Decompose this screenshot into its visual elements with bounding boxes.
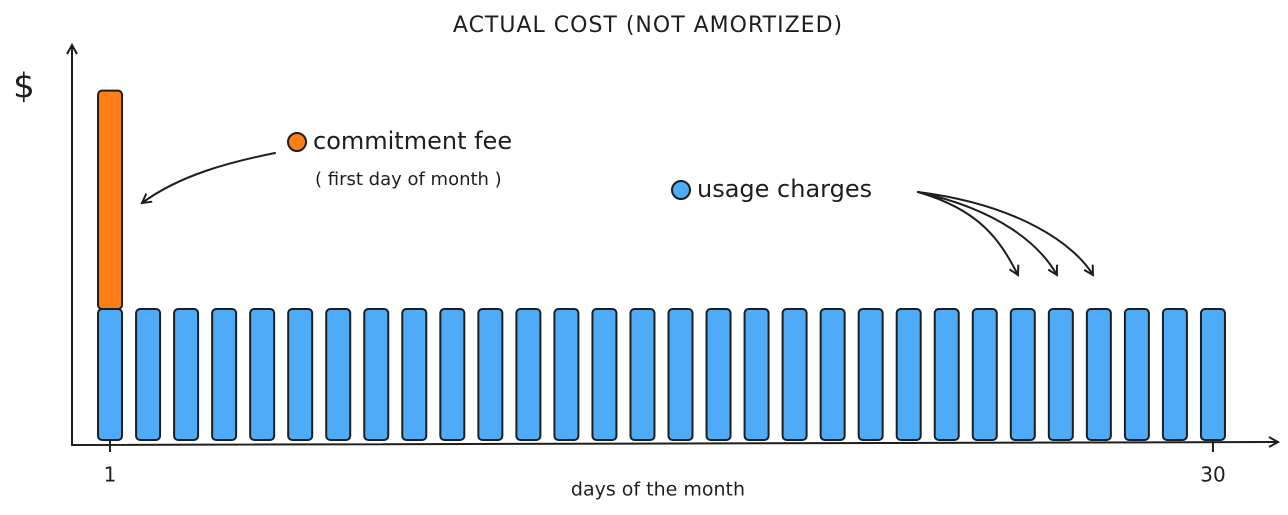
bar: [819, 308, 846, 441]
bar: [325, 308, 352, 441]
bar: [211, 308, 238, 441]
legend-swatch: [671, 180, 691, 200]
bar: [553, 308, 580, 441]
bar: [629, 308, 656, 441]
bar: [1047, 308, 1074, 441]
bar: [401, 308, 428, 441]
bar: [477, 308, 504, 441]
annotation-arrow: [142, 152, 276, 203]
x-tick-label: 30: [1200, 463, 1225, 487]
bar: [363, 308, 390, 441]
chart-title: ACTUAL COST (NOT AMORTIZED): [453, 13, 843, 38]
bar: [97, 89, 124, 310]
bar: [249, 308, 276, 441]
bar: [895, 308, 922, 441]
x-axis-label: days of the month: [571, 479, 745, 501]
bar: [439, 308, 466, 441]
bar: [743, 308, 770, 441]
legend-swatch: [287, 132, 307, 152]
bar: [781, 308, 808, 441]
bar: [1123, 308, 1150, 441]
bar: [1085, 308, 1112, 441]
bar: [1161, 308, 1188, 441]
bar: [591, 308, 618, 441]
legend-label: commitment fee: [313, 127, 512, 155]
bar: [667, 308, 694, 441]
x-axis: [71, 442, 1278, 445]
bar: [933, 308, 960, 441]
bar: [135, 308, 162, 441]
annotation-arrow: [917, 191, 1057, 275]
bar: [1009, 308, 1036, 441]
bar: [1199, 308, 1226, 441]
annotation-arrow: [917, 191, 1018, 275]
bar: [515, 308, 542, 441]
bar: [971, 308, 998, 441]
y-axis-label: $: [13, 67, 35, 107]
bar: [705, 308, 732, 441]
x-tick-label: 1: [104, 463, 117, 487]
bar: [173, 308, 200, 441]
bar: [97, 308, 124, 441]
annotation: ( first day of month ): [315, 169, 502, 190]
annotation-arrow: [917, 191, 1093, 275]
legend-label: usage charges: [697, 175, 872, 203]
bar: [287, 308, 314, 441]
bar: [857, 308, 884, 441]
